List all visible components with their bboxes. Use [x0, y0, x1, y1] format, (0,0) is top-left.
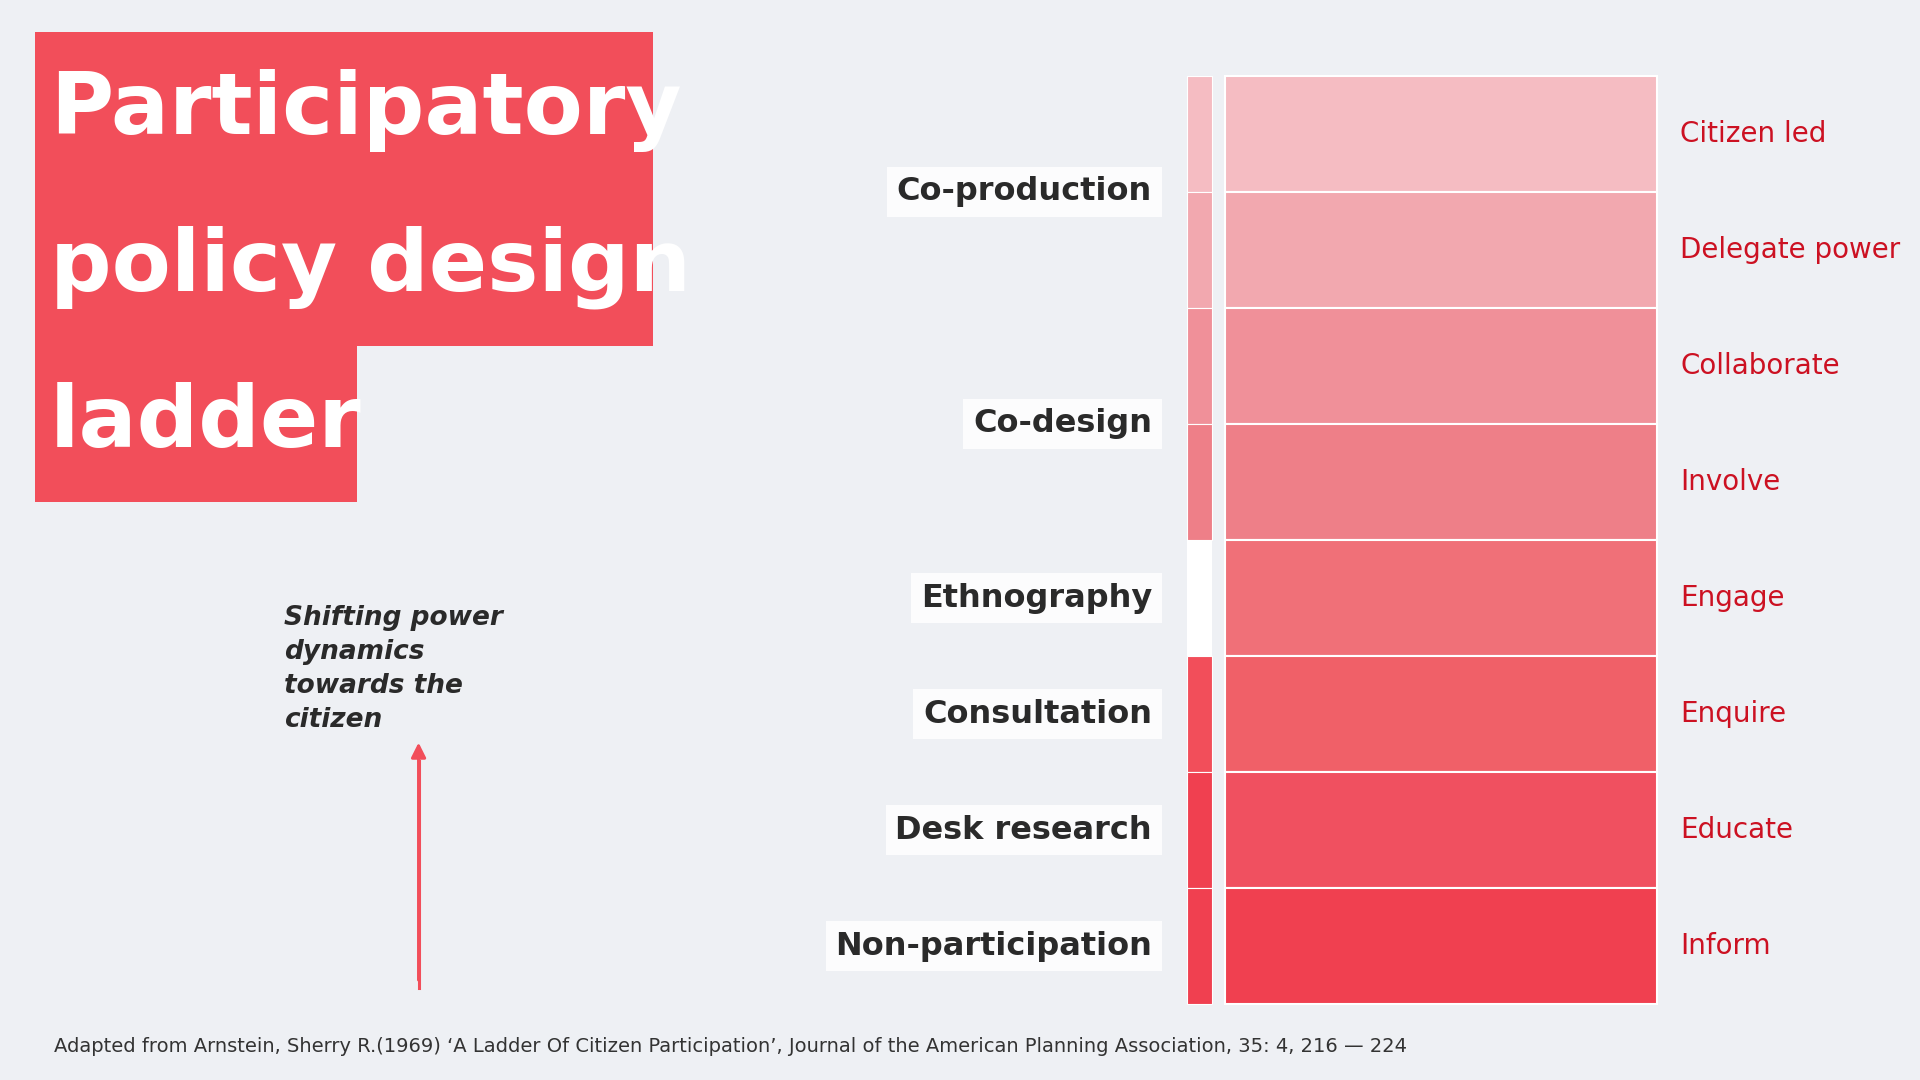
Bar — [1187, 308, 1212, 423]
Bar — [1225, 540, 1657, 656]
Text: Consultation: Consultation — [924, 699, 1152, 730]
Text: Adapted from Arnstein, Sherry R.(1969) ‘A Ladder Of Citizen Participation’, Jour: Adapted from Arnstein, Sherry R.(1969) ‘… — [54, 1037, 1407, 1056]
Bar — [1187, 657, 1212, 772]
Bar — [35, 32, 653, 189]
Bar — [1187, 423, 1212, 540]
Bar — [1187, 772, 1212, 888]
Text: policy design: policy design — [50, 226, 691, 309]
Bar — [35, 189, 653, 346]
Text: Delegate power: Delegate power — [1680, 235, 1901, 264]
Text: ladder: ladder — [50, 382, 361, 465]
Text: Citizen led: Citizen led — [1680, 120, 1826, 148]
Text: Collaborate: Collaborate — [1680, 352, 1839, 380]
Text: Participatory: Participatory — [50, 69, 682, 152]
Bar — [1187, 76, 1212, 192]
Text: Engage: Engage — [1680, 584, 1784, 612]
Text: Co-production: Co-production — [897, 176, 1152, 207]
Bar — [1225, 657, 1657, 772]
Bar — [1225, 76, 1657, 192]
Text: Co-design: Co-design — [973, 408, 1152, 440]
Bar — [1187, 540, 1212, 656]
Text: Inform: Inform — [1680, 932, 1770, 960]
Bar — [1225, 772, 1657, 888]
Bar — [1225, 888, 1657, 1004]
Text: Ethnography: Ethnography — [922, 582, 1152, 613]
Text: Non-participation: Non-participation — [835, 931, 1152, 962]
Bar — [1225, 192, 1657, 308]
Text: Enquire: Enquire — [1680, 700, 1786, 728]
Text: Involve: Involve — [1680, 468, 1780, 496]
Bar — [1187, 192, 1212, 308]
Text: Educate: Educate — [1680, 816, 1793, 845]
Bar — [1225, 308, 1657, 423]
Bar — [1187, 888, 1212, 1004]
Bar — [1225, 423, 1657, 540]
Text: Shifting power
dynamics
towards the
citizen: Shifting power dynamics towards the citi… — [284, 605, 503, 733]
Bar — [35, 346, 357, 502]
Text: Desk research: Desk research — [895, 814, 1152, 846]
